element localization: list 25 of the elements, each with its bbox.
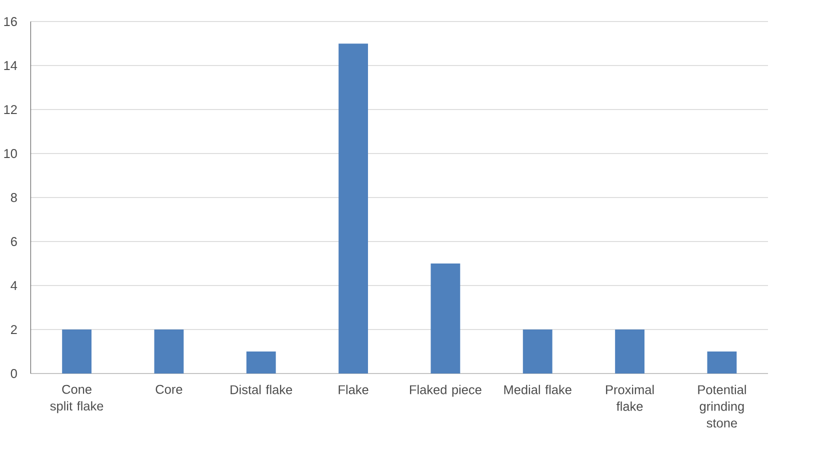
y-tick-label: 8 xyxy=(10,193,17,202)
y-tick-label: 10 xyxy=(4,149,17,158)
bar xyxy=(522,330,552,374)
y-tick-label: 12 xyxy=(4,105,17,114)
x-tick-label: Proximal flake xyxy=(606,385,654,412)
x-tick-label: Core xyxy=(156,385,182,394)
bar xyxy=(154,330,184,374)
x-tick-label: Cone split flake xyxy=(50,385,104,414)
y-tick-label: 0 xyxy=(10,369,17,378)
bar xyxy=(615,330,644,374)
y-tick-label: 4 xyxy=(10,281,18,290)
bar xyxy=(338,44,368,374)
x-tick-label: Medial flake xyxy=(504,385,572,394)
y-tick-label: 6 xyxy=(11,237,17,246)
x-tick-label: Flaked piece xyxy=(410,385,482,397)
bar xyxy=(246,352,276,374)
y-tick-label: 16 xyxy=(4,17,17,26)
x-tick-label: Flake xyxy=(338,385,368,394)
bar xyxy=(707,352,737,374)
x-tick-label: Distal flake xyxy=(230,385,292,394)
bar xyxy=(62,330,92,374)
x-tick-label: Potential grinding stone xyxy=(698,385,746,428)
y-tick-label: 2 xyxy=(11,325,17,334)
bar xyxy=(430,264,460,374)
y-tick-label: 14 xyxy=(4,61,18,70)
